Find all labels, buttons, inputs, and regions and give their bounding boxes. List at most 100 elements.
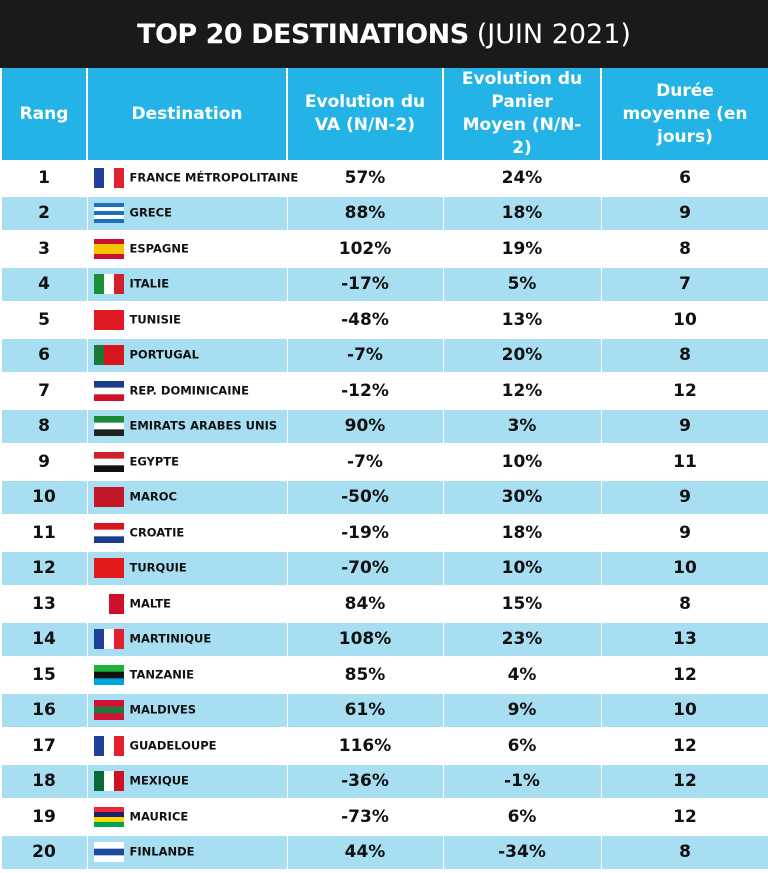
destination-name: EMIRATS ARABES UNIS xyxy=(129,418,278,433)
destination-cell: REP. DOMINICAINE xyxy=(86,372,288,410)
flag-icon xyxy=(93,558,124,579)
table-cell: 8 xyxy=(600,230,768,268)
table-cell: 20% xyxy=(442,337,602,374)
flag-stripe xyxy=(103,771,114,792)
flag-icon xyxy=(93,522,124,543)
destinations-table: Rang Destination Evolution du VA (N/N-2) Ev… xyxy=(0,68,768,871)
table-cell: 10 xyxy=(600,301,768,339)
table-cell: 88% xyxy=(286,195,444,232)
table-cell: 9% xyxy=(442,692,602,729)
table-cell: -50% xyxy=(286,479,444,516)
table-cell: -36% xyxy=(286,763,444,800)
table-row: 11 CROATIE -19% 18% 9 xyxy=(0,514,768,552)
flag-icon xyxy=(93,487,124,508)
table-cell: 84% xyxy=(286,585,444,623)
flag-stripe xyxy=(93,558,124,579)
destination-name: ESPAGNE xyxy=(129,241,189,256)
table-row: 15 TANZANIE 85% 4% 12 xyxy=(0,656,768,694)
subtitle: (JUIN 2021) xyxy=(476,18,631,50)
table-cell: -34% xyxy=(442,834,602,871)
flag-stripe xyxy=(93,522,124,530)
table-cell: 90% xyxy=(286,408,444,445)
table-cell: 6% xyxy=(442,798,602,836)
table-cell: 10 xyxy=(600,692,768,729)
table-row: 2 GRECE 88% 18% 9 xyxy=(0,195,768,232)
table-cell: 3% xyxy=(442,408,602,445)
table-cell: -1% xyxy=(442,763,602,800)
table-cell: 8 xyxy=(0,408,88,445)
flag-stripe xyxy=(93,394,124,401)
flag-stripe xyxy=(93,458,124,466)
flag-stripe xyxy=(93,387,124,395)
flag-stripe xyxy=(93,671,124,679)
destination-cell: GRECE xyxy=(86,195,288,232)
destination-name: CROATIE xyxy=(129,525,185,540)
table-cell: 10 xyxy=(600,550,768,587)
destination-name: FINLANDE xyxy=(129,844,195,859)
table-cell: 18% xyxy=(442,195,602,232)
table-row: 1 FRANCE MÉTROPOLITAINE 57% 24% 6 xyxy=(0,160,768,197)
table-row: 12 TURQUIE -70% 10% 10 xyxy=(0,550,768,587)
table-row: 16 MALDIVES 61% 9% 10 xyxy=(0,692,768,729)
table-row: 10 MAROC -50% 30% 9 xyxy=(0,479,768,516)
table-cell: 10 xyxy=(0,479,88,516)
table-cell: 8 xyxy=(600,585,768,623)
table-cell: 19% xyxy=(442,230,602,268)
destination-cell: MAROC xyxy=(86,479,288,516)
table-cell: 10% xyxy=(442,443,602,481)
destination-cell: MEXIQUE xyxy=(86,763,288,800)
table-cell: 24% xyxy=(442,160,602,197)
flag-stripe xyxy=(93,203,124,208)
flag-stripe xyxy=(93,678,124,685)
flag-stripe xyxy=(93,848,124,856)
destination-name: TUNISIE xyxy=(129,312,182,327)
table-cell: 4% xyxy=(442,656,602,694)
flag-icon xyxy=(93,700,124,721)
destination-cell: ESPAGNE xyxy=(86,230,288,268)
flag-stripe xyxy=(103,274,114,295)
table-cell: -12% xyxy=(286,372,444,410)
column-header: Evolution du VA (N/N-2) xyxy=(286,68,444,161)
flag-stripe xyxy=(113,345,124,366)
table-cell: -70% xyxy=(286,550,444,587)
flag-icon xyxy=(93,735,124,756)
table-cell: 9 xyxy=(600,195,768,232)
flag-stripe xyxy=(93,167,104,188)
destination-name: TURQUIE xyxy=(129,560,187,575)
flag-stripe xyxy=(93,629,104,650)
destination-cell: CROATIE xyxy=(86,514,288,552)
flag-stripe xyxy=(103,345,114,366)
table-cell: 11 xyxy=(0,514,88,552)
table-cell: 12 xyxy=(600,798,768,836)
table-cell: 13 xyxy=(600,621,768,658)
flag-icon xyxy=(93,664,124,685)
table-cell: 2 xyxy=(0,195,88,232)
table-cell: 15 xyxy=(0,656,88,694)
destination-cell: ITALIE xyxy=(86,266,288,303)
flag-stripe xyxy=(93,248,124,254)
destination-cell: TUNISIE xyxy=(86,301,288,339)
table-cell: -73% xyxy=(286,798,444,836)
destination-cell: TANZANIE xyxy=(86,656,288,694)
flag-stripe xyxy=(93,215,124,220)
destination-cell: TURQUIE xyxy=(86,550,288,587)
table-cell: 3 xyxy=(0,230,88,268)
table-cell: 116% xyxy=(286,727,444,765)
flag-stripe xyxy=(93,345,104,366)
table-row: 3 ESPAGNE 102% 19% 8 xyxy=(0,230,768,268)
flag-stripe xyxy=(103,735,114,756)
flag-icon xyxy=(93,274,124,295)
destination-name: EGYPTE xyxy=(129,454,180,469)
flag-stripe xyxy=(93,207,124,212)
table-row: 4 ITALIE -17% 5% 7 xyxy=(0,266,768,303)
column-header: Evolution du Panier Moyen (N/N-2) xyxy=(442,68,602,161)
table-cell: 17 xyxy=(0,727,88,765)
destination-cell: GUADELOUPE xyxy=(86,727,288,765)
flag-stripe xyxy=(93,700,124,708)
table-cell: 13% xyxy=(442,301,602,339)
flag-stripe xyxy=(93,735,104,756)
header-row: Rang Destination Evolution du VA (N/N-2) Ev… xyxy=(0,68,768,161)
flag-stripe xyxy=(113,167,124,188)
destination-cell: EMIRATS ARABES UNIS xyxy=(86,408,288,445)
table-cell: 9 xyxy=(0,443,88,481)
